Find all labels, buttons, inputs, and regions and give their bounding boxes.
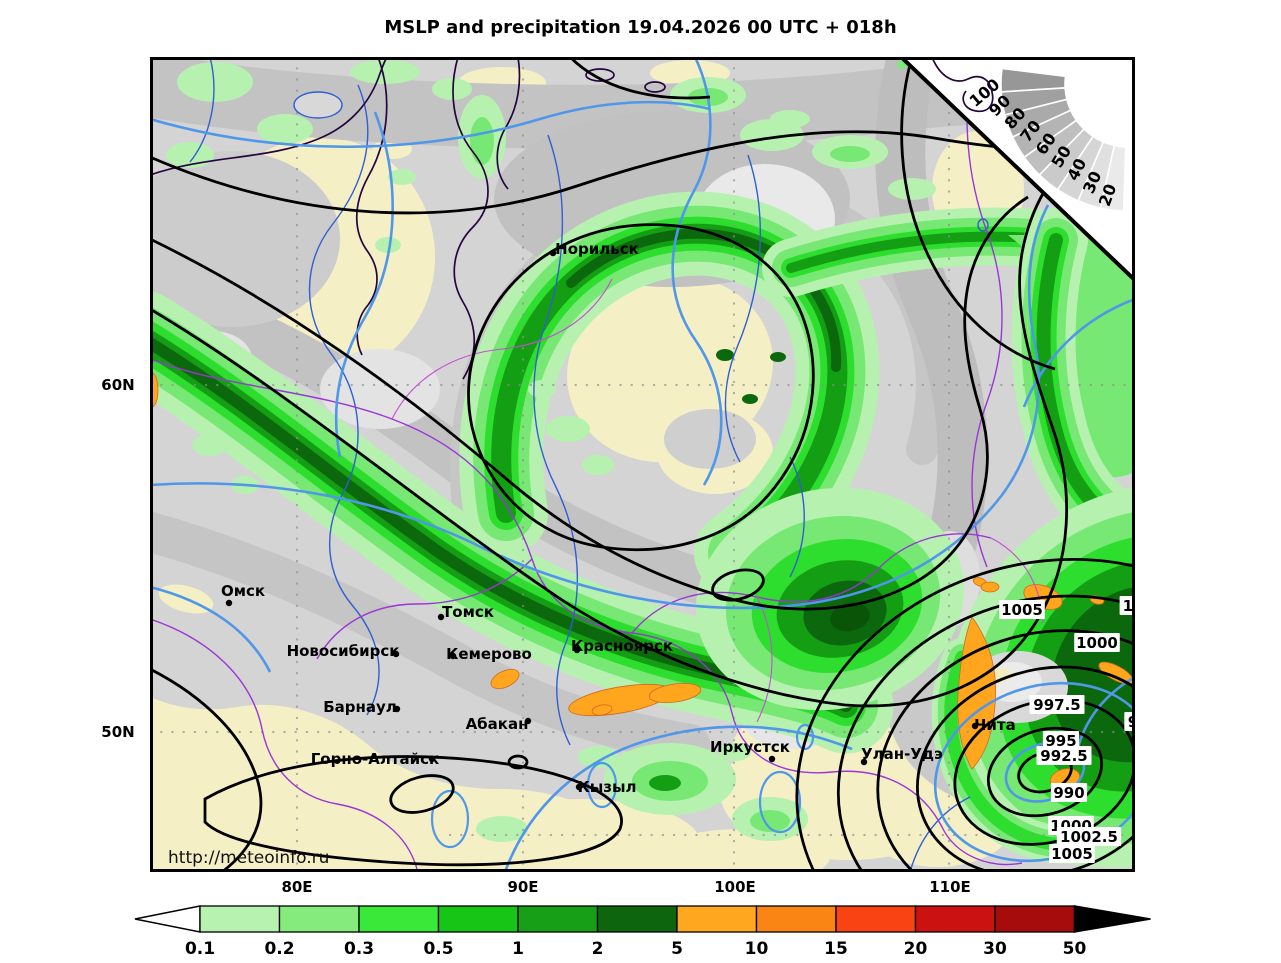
city-dot [573, 646, 581, 654]
city-dot [971, 722, 979, 730]
cloud-legend-segment [1099, 144, 1127, 212]
pressure-label: 1000 [1076, 634, 1118, 652]
city-label: Омск [221, 582, 265, 600]
lon-tick: 90E [507, 878, 539, 896]
city-dot [225, 599, 233, 607]
pressure-label-box [999, 600, 1045, 619]
colorbar-tick-label: 2 [592, 939, 604, 959]
pressure-label-box [1029, 695, 1085, 714]
colorbar-tick-label: 1 [512, 939, 524, 959]
colorbar-tick-label: 0.1 [185, 939, 215, 959]
city-label: Барнаул [323, 698, 397, 716]
colorbar-segment [437, 905, 519, 933]
lat-tick: 60N [101, 376, 135, 394]
colorbar-segment [835, 905, 917, 933]
colorbar-segment [755, 905, 837, 933]
pressure-label: 1005 [1051, 845, 1093, 863]
pressure-label: 9 [1128, 713, 1135, 731]
colorbar-segment [517, 905, 599, 933]
city-label: Иркустск [710, 738, 790, 756]
city-dot [524, 717, 532, 725]
pressure-label: 10 [1123, 597, 1135, 615]
colorbar-segment [199, 905, 281, 933]
colorbar-right-arrow [1073, 905, 1151, 933]
lon-tick: 100E [714, 878, 756, 896]
city-label: Норильск [555, 240, 639, 258]
colorbar-segment [358, 905, 440, 933]
colorbar-tick-label: 5 [671, 939, 683, 959]
pressure-label: 990 [1053, 784, 1084, 802]
city-dot [575, 783, 583, 791]
watermark-url: http://meteoinfo.ru [168, 848, 329, 868]
precipitation-colorbar: 0.1 0.2 0.3 0.5 1 2 5 10 15 20 30 50 [0, 896, 1281, 963]
colorbar-segment [596, 905, 678, 933]
colorbar-segment [914, 905, 996, 933]
rivers-layer [189, 57, 989, 872]
pressure-label-box [1050, 783, 1088, 802]
pressure-label-box [1049, 844, 1095, 863]
cities-layer: Норильск Омск Томск Новосибирск Кемерово Барн… [221, 240, 1016, 796]
grid-layer [150, 57, 1135, 872]
map-title: MSLP and precipitation 19.04.2026 00 UTC… [384, 17, 897, 38]
lon-tick: 110E [929, 878, 971, 896]
colorbar-left-arrow [134, 905, 201, 933]
colorbar-tick-label: 0.3 [344, 939, 374, 959]
pressure-label: 997.5 [1033, 696, 1080, 714]
lat-tick: 50N [101, 723, 135, 741]
city-dot [437, 613, 445, 621]
pressure-label-box [1119, 596, 1135, 615]
city-label: Чита [974, 716, 1015, 734]
city-dot [549, 249, 557, 257]
colorbar-segment [278, 905, 360, 933]
map-area: Норильск Омск Томск Новосибирск Кемерово Барн… [150, 57, 1135, 872]
colorbar-tick-label: 10 [745, 939, 769, 959]
city-dot [393, 705, 401, 713]
pressure-label: 992.5 [1040, 747, 1087, 765]
city-label: Новосибирск [287, 642, 400, 660]
pressure-label: 995 [1045, 732, 1076, 750]
city-dot [392, 650, 400, 658]
pressure-label-box [1036, 746, 1092, 765]
city-label: Красноярск [571, 637, 673, 655]
city-dot [768, 755, 776, 763]
city-label: Кызыл [577, 778, 636, 796]
colorbar-segment [676, 905, 758, 933]
city-label: Кемерово [446, 645, 532, 663]
pressure-label-box [1074, 633, 1120, 652]
city-label: Улан-Удэ [861, 745, 943, 763]
map-border [150, 57, 1135, 872]
colorbar-tick-label: 50 [1063, 939, 1087, 959]
lon-tick: 80E [281, 878, 313, 896]
colorbar-segment [994, 905, 1076, 933]
weather-map: Норильск Омск Томск Новосибирск Кемерово Барн… [150, 57, 1135, 872]
colorbar-tick-label: 30 [983, 939, 1007, 959]
colorbar-tick-label: 0.2 [264, 939, 294, 959]
pressure-labels-layer: 1005101000997.5995992.599010001002.51005… [999, 596, 1135, 863]
city-label: Томск [442, 603, 494, 621]
boundaries-layer [150, 57, 1044, 870]
pressure-label: 1002.5 [1060, 828, 1118, 846]
blue-isolines-layer [150, 57, 1135, 872]
colorbar-tick-label: 0.5 [423, 939, 453, 959]
city-dot [860, 758, 868, 766]
colorbar-tick-label: 20 [904, 939, 928, 959]
city-dot [449, 652, 457, 660]
pressure-label-box [1056, 827, 1122, 846]
legend-overdrawn-coast [897, 57, 1135, 283]
pressure-label-box [1042, 731, 1080, 750]
city-dot [428, 755, 436, 763]
city-label: Горно-Алтайск [311, 750, 440, 768]
city-label: Абакан [466, 715, 529, 733]
colorbar-tick-label: 15 [824, 939, 848, 959]
pressure-label: 1005 [1001, 601, 1043, 619]
